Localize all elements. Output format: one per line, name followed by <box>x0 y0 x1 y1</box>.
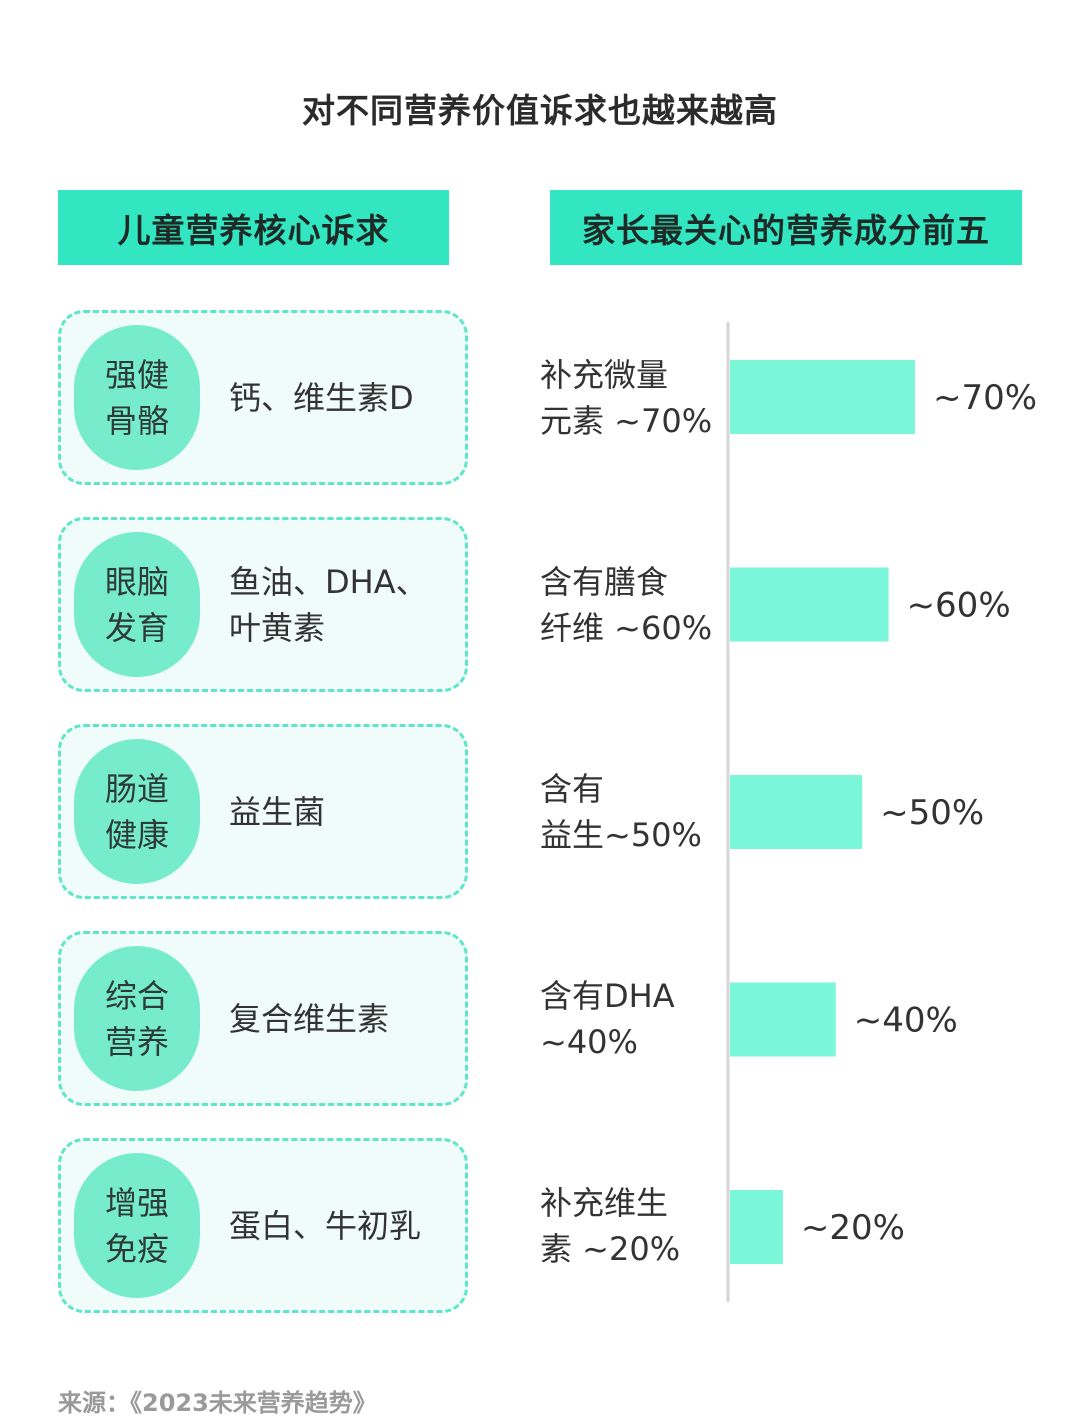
bar <box>730 775 863 849</box>
category-label-line2: 元素 ~70% <box>540 402 713 440</box>
bar-value-label: ~50% <box>880 793 984 833</box>
category-label-line2: 益生~50% <box>540 816 702 854</box>
demand-pill: 肠道 健康 <box>74 739 200 884</box>
category-label: 含有膳食 纤维 ~60% <box>540 559 725 651</box>
bar <box>730 982 836 1057</box>
category-label: 补充微量 元素 ~70% <box>540 352 725 444</box>
nutrient-text: 益生菌 <box>229 792 326 831</box>
demand-label-line1: 肠道 <box>104 769 169 808</box>
category-label-line2: 素 ~20% <box>540 1230 681 1268</box>
demand-card: 综合营养 复合维生素 <box>58 931 468 1106</box>
demand-card: 肠道健康 益生菌 <box>58 724 468 899</box>
nutrient-text: 钙、维生素D <box>229 378 414 417</box>
bar-value-label: ~60% <box>907 586 1011 626</box>
category-label-line1: 补充微量 <box>540 356 669 394</box>
nutrient-text: 鱼油、DHA、叶黄素 <box>229 562 428 647</box>
demand-card: 眼脑发育 鱼油、DHA、叶黄素 <box>58 517 468 692</box>
bar-value-label: ~40% <box>854 1001 958 1041</box>
category-label-line1: 含有 <box>540 770 605 808</box>
demand-label-line1: 增强 <box>104 1183 169 1222</box>
category-label: 含有DHA ~40% <box>540 973 725 1065</box>
demand-card: 强健骨骼 钙、维生素D <box>58 310 468 485</box>
category-label-line1: 补充维生 <box>540 1184 669 1222</box>
demand-label-line1: 综合 <box>104 976 169 1015</box>
demand-label-line2: 骨骼 <box>104 401 169 440</box>
category-label: 含有 益生~50% <box>540 766 725 858</box>
category-label-line1: 含有膳食 <box>540 563 669 601</box>
demand-label-line1: 眼脑 <box>104 562 169 601</box>
left-header: 儿童营养核心诉求 <box>58 190 449 265</box>
demand-pill: 综合 营养 <box>74 946 200 1091</box>
category-label-line1: 含有DHA <box>540 977 675 1015</box>
demand-pill: 眼脑 发育 <box>74 532 200 677</box>
demand-pill: 增强 免疫 <box>74 1153 200 1298</box>
demand-label-line2: 营养 <box>104 1022 169 1061</box>
category-label: 补充维生 素 ~20% <box>540 1180 725 1272</box>
bar <box>730 567 889 642</box>
demand-label-line1: 强健 <box>104 355 169 394</box>
bar-value-label: ~20% <box>801 1208 905 1248</box>
nutrient-text: 蛋白、牛初乳 <box>229 1206 422 1245</box>
bar-value-label: ~70% <box>933 378 1037 418</box>
bar <box>730 360 915 434</box>
right-header: 家长最关心的营养成分前五 <box>550 190 1022 265</box>
nutrient-text: 复合维生素 <box>229 999 390 1038</box>
category-label-line2: 纤维 ~60% <box>540 609 713 647</box>
source-note: 来源：《2023未来营养趋势》 <box>58 1389 377 1417</box>
demand-pill: 强健 骨骼 <box>74 325 200 470</box>
demand-label-line2: 健康 <box>104 815 169 854</box>
demand-card: 增强免疫 蛋白、牛初乳 <box>58 1138 468 1313</box>
bar <box>730 1190 783 1264</box>
page-title: 对不同营养价值诉求也越来越高 <box>302 91 778 130</box>
demand-label-line2: 免疫 <box>104 1229 169 1268</box>
category-label-line2: ~40% <box>540 1023 638 1061</box>
demand-label-line2: 发育 <box>104 608 169 647</box>
